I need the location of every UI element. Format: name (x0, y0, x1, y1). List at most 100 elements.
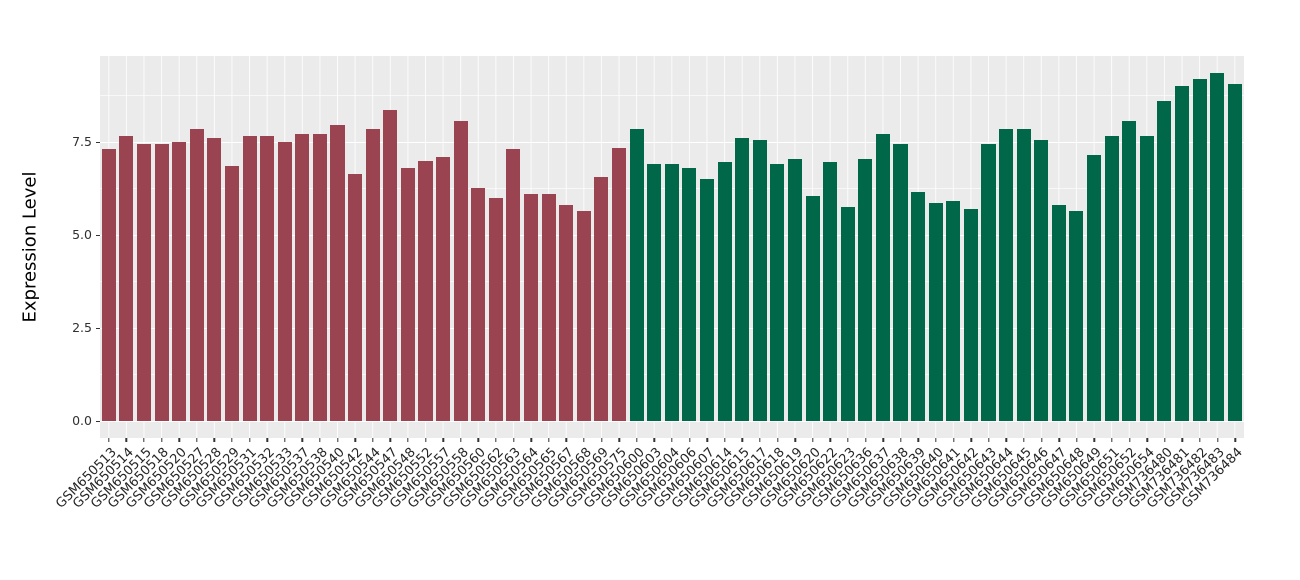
x-tick-mark (248, 438, 251, 442)
bar-slot (628, 56, 646, 421)
bar-slot (346, 56, 364, 421)
bar-slot (329, 56, 347, 421)
bar-slot (382, 56, 400, 421)
bar-GSM736484 (1227, 84, 1242, 421)
y-tick-label: 7.5 (72, 133, 92, 149)
bar-slot (276, 56, 294, 421)
x-tick-mark (1216, 438, 1219, 442)
bar-GSM736481 (1174, 86, 1190, 421)
x-tick-mark (125, 438, 128, 442)
bar-GSM650520 (172, 141, 187, 421)
x-tick-mark (741, 438, 744, 442)
x-tick-mark (882, 438, 884, 442)
bar-slot (945, 56, 963, 421)
bar-slot (962, 56, 980, 421)
x-tick-mark (1146, 438, 1148, 442)
x-tick-mark (1040, 438, 1043, 442)
bar-slot (821, 56, 839, 421)
bar-slot (505, 56, 523, 421)
bar-GSM650544 (365, 128, 380, 421)
bar-GSM650651 (1104, 136, 1119, 421)
x-tick-mark (917, 438, 920, 442)
bar-GSM650642 (963, 208, 978, 421)
x-tick-mark (1058, 438, 1060, 442)
gridline-major (100, 420, 1244, 423)
bar-GSM650638 (893, 143, 908, 421)
panel (100, 56, 1244, 438)
bar-GSM650558 (453, 121, 468, 421)
bar-slot (487, 56, 505, 421)
x-tick-mark (1005, 438, 1008, 442)
y-tick-mark (96, 141, 100, 144)
bar-GSM736480 (1157, 101, 1172, 421)
bar-GSM650547 (383, 110, 398, 421)
x-tick-mark (653, 438, 656, 442)
x-tick-mark (988, 438, 990, 442)
bar-GSM650540 (330, 125, 345, 421)
bar-slot (1050, 56, 1068, 421)
x-tick-mark (266, 438, 268, 442)
x-tick-mark (688, 438, 691, 442)
bar-slot (927, 56, 945, 421)
bar-slot (751, 56, 769, 421)
y-axis-title: Expression Level (19, 171, 41, 323)
bar-slot (1156, 56, 1174, 421)
bar-GSM650640 (928, 203, 943, 421)
bar-slot (645, 56, 663, 421)
x-tick-mark (354, 438, 356, 442)
bar-slot (206, 56, 224, 421)
bar-GSM650644 (999, 128, 1014, 421)
x-tick-mark (424, 438, 427, 442)
x-tick-mark (407, 438, 409, 442)
bar-GSM650568 (576, 210, 591, 421)
x-tick-mark (671, 438, 673, 442)
bar-GSM650654 (1139, 136, 1154, 421)
bar-slot (733, 56, 751, 421)
bar-GSM650552 (418, 160, 433, 421)
bar-slot (153, 56, 171, 421)
x-tick-mark (1093, 438, 1096, 442)
bar-slot (1015, 56, 1033, 421)
x-tick-mark (636, 438, 638, 442)
x-tick-mark (196, 438, 198, 442)
bar-slot (610, 56, 628, 421)
bar-slot (874, 56, 892, 421)
bars-container (100, 56, 1244, 438)
x-tick-mark (460, 438, 462, 442)
bar-GSM650623 (840, 206, 855, 421)
x-tick-mark (284, 438, 286, 442)
x-tick-mark (108, 438, 110, 442)
bar-GSM650600 (629, 128, 644, 421)
bar-GSM650647 (1051, 205, 1066, 421)
x-tick-mark (442, 438, 444, 442)
x-tick-mark (143, 438, 145, 442)
bar-slot (909, 56, 927, 421)
bar-slot (188, 56, 206, 421)
bar-slot (892, 56, 910, 421)
bar-slot (1208, 56, 1226, 421)
bar-GSM650603 (647, 164, 662, 421)
bar-GSM650527 (189, 128, 204, 421)
bar-GSM650637 (875, 134, 890, 421)
x-tick-mark (512, 438, 515, 442)
bar-GSM650575 (611, 147, 627, 421)
bar-GSM650643 (981, 143, 996, 421)
bar-slot (839, 56, 857, 421)
bar-slot (593, 56, 611, 421)
bar-GSM650533 (277, 141, 292, 421)
bar-GSM736482 (1192, 78, 1207, 421)
bar-GSM650562 (488, 197, 503, 421)
x-tick-mark (178, 438, 180, 442)
x-tick-mark (336, 438, 339, 442)
bar-GSM650515 (136, 143, 152, 421)
bar-slot (1191, 56, 1209, 421)
bar-slot (258, 56, 276, 421)
x-tick-mark (565, 438, 568, 442)
bar-slot (716, 56, 734, 421)
gridline-major (100, 141, 1244, 144)
x-tick-mark (1076, 438, 1078, 442)
bar-slot (663, 56, 681, 421)
x-tick-mark (776, 438, 779, 442)
bar-GSM650652 (1122, 121, 1137, 421)
